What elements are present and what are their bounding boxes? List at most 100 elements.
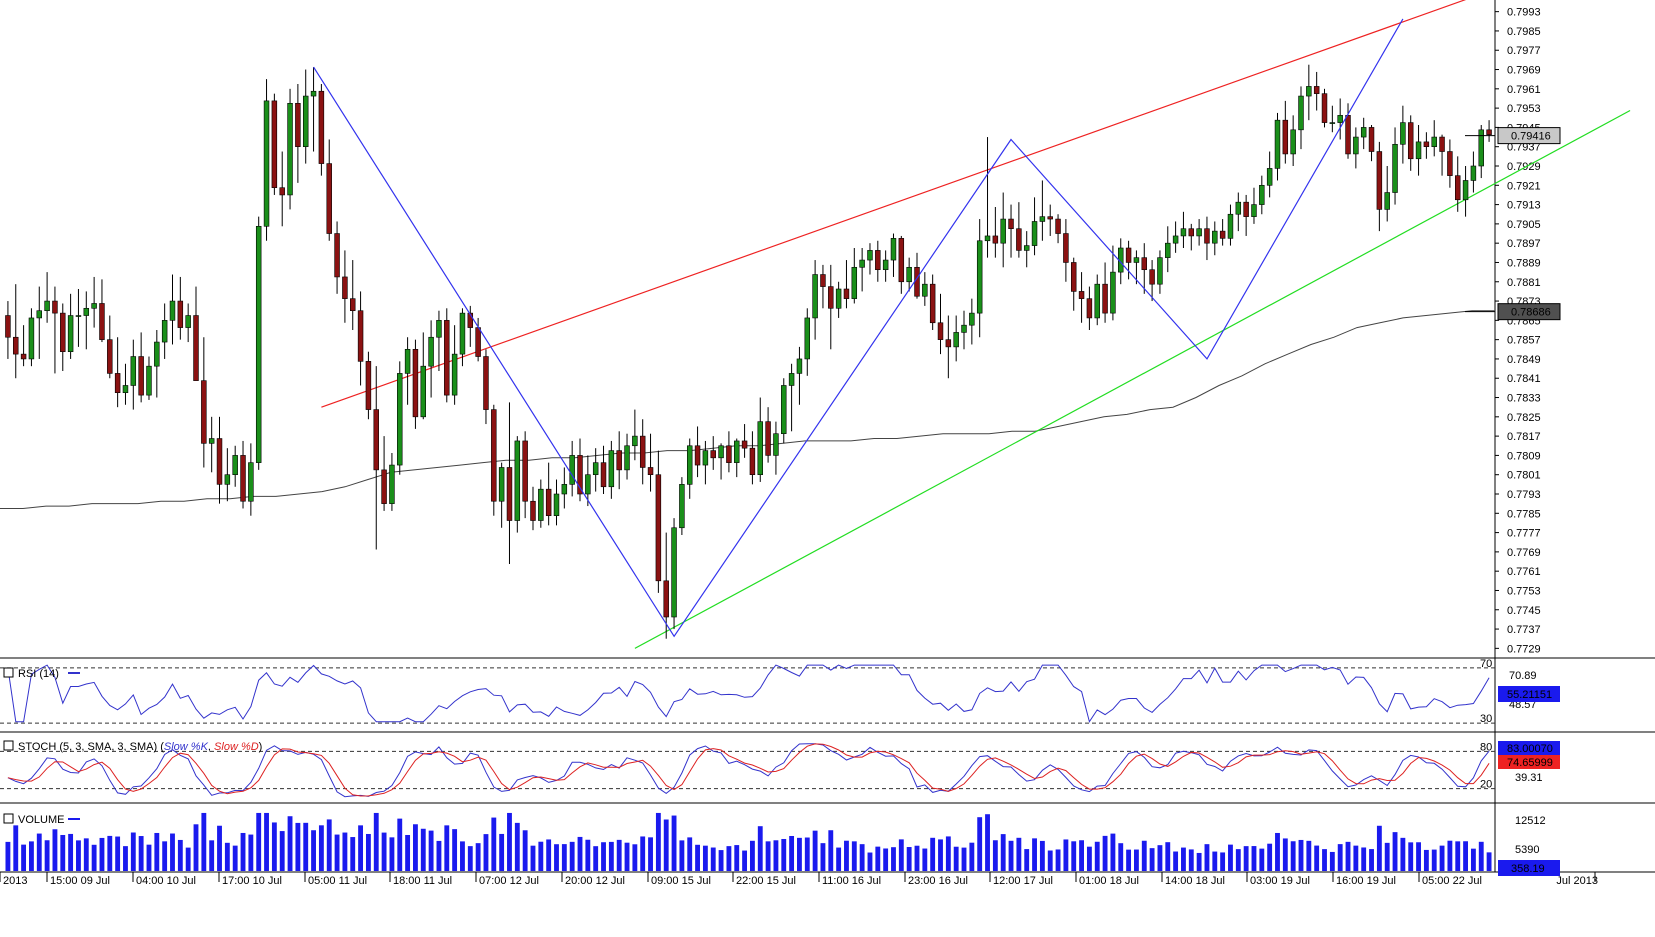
price-tick-label: 0.7745	[1507, 605, 1541, 617]
candle-body	[279, 187, 285, 196]
candle-body	[686, 445, 693, 485]
volume-bar	[1102, 835, 1108, 871]
stoch-k-value-box	[1498, 741, 1560, 755]
candle-body	[553, 493, 560, 517]
candle-body	[232, 455, 238, 476]
volume-bar	[804, 837, 810, 871]
candle-body	[561, 484, 568, 495]
candle-body	[365, 361, 372, 410]
candle-body	[1047, 216, 1053, 220]
volume-bar	[1486, 852, 1492, 871]
candle-body	[530, 500, 536, 521]
stoch-k-value-text: 83.00070	[1507, 743, 1553, 755]
candle-body	[1078, 291, 1085, 299]
candle-body	[655, 474, 662, 582]
candle-body	[154, 341, 160, 367]
lower-channel-line	[634, 109, 1631, 649]
volume-bar	[389, 837, 395, 871]
volume-bar	[491, 817, 497, 871]
volume-bar	[483, 834, 489, 871]
volume-bar	[91, 844, 97, 871]
rsi-title: RSI (14)	[18, 668, 59, 680]
candle-body	[459, 312, 466, 355]
volume-bar	[1228, 844, 1233, 871]
candle-body	[647, 467, 654, 476]
candle-body	[444, 320, 450, 396]
price-tick-label: 0.7857	[1507, 335, 1541, 347]
candle-body	[506, 467, 513, 521]
candle-body	[310, 90, 317, 97]
volume-bar	[1361, 847, 1367, 871]
candle-body	[67, 315, 74, 353]
price-tick-label: 0.7897	[1507, 238, 1541, 250]
candle-body	[1227, 213, 1234, 239]
candle-body	[60, 312, 66, 353]
volume-bar	[640, 836, 646, 871]
time-tick-label: 16:00 19 Jul	[1336, 875, 1396, 887]
volume-bar	[460, 841, 465, 871]
candle-body	[1243, 201, 1249, 217]
time-tick-label: 18:00 11 Jul	[393, 875, 452, 887]
candle-body	[1462, 180, 1469, 201]
volume-bar	[1149, 848, 1155, 871]
volume-bar	[444, 825, 450, 871]
volume-bar	[373, 812, 379, 871]
volume-bar	[115, 836, 121, 871]
candle-body	[475, 327, 481, 357]
price-tick-label: 0.7833	[1507, 393, 1541, 405]
candle-body	[1400, 122, 1406, 145]
volume-bar	[1251, 846, 1257, 871]
candle-body	[1016, 228, 1022, 251]
price-tick-label: 0.7937	[1507, 142, 1541, 154]
candle-body	[953, 332, 959, 348]
volume-bar	[1369, 849, 1374, 871]
candle-body	[177, 300, 184, 328]
candle-body	[1274, 119, 1281, 169]
volume-bar	[710, 847, 716, 871]
volume-bar	[1447, 840, 1453, 871]
volume-bar	[538, 841, 544, 871]
candle-body	[969, 312, 975, 326]
volume-bar	[1157, 845, 1163, 871]
volume-bar	[891, 847, 896, 871]
volume-bar	[945, 836, 951, 871]
volume-bar	[561, 844, 567, 871]
volume-tick-label: 12512	[1515, 815, 1546, 827]
volume-bar	[1071, 841, 1077, 871]
ma-value-tag-box	[1497, 303, 1561, 321]
stoch-tick-label: 39.31	[1515, 772, 1543, 784]
volume-bar	[546, 839, 552, 871]
volume-bar	[514, 822, 520, 871]
price-tick-label: 0.7913	[1507, 200, 1541, 212]
volume-bar	[1165, 842, 1171, 871]
volume-bar	[232, 845, 238, 871]
volume-bar	[922, 848, 928, 871]
candle-body	[1470, 165, 1477, 181]
candle-body	[1149, 269, 1155, 285]
candle-body	[749, 447, 756, 476]
candle-body	[1415, 141, 1422, 160]
time-tick-label: 04:00 10 Jul	[136, 875, 196, 887]
volume-bar	[499, 833, 505, 871]
candle-body	[107, 339, 113, 374]
price-tick-label: 0.7969	[1507, 65, 1541, 77]
volume-bar	[938, 839, 943, 871]
volume-value-text: 358.19	[1511, 863, 1545, 875]
candle-body	[545, 488, 552, 517]
price-tick-label: 0.7881	[1507, 277, 1541, 289]
volume-bar	[828, 830, 834, 871]
volume-bar	[271, 822, 277, 871]
volume-bar	[1384, 842, 1390, 871]
candle-body	[1086, 298, 1093, 319]
volume-bar	[1392, 832, 1398, 871]
time-tick-label: 17:00 10 Jul	[222, 875, 282, 887]
volume-bar	[1267, 843, 1273, 871]
time-tick-label: 05:00 22 Jul	[1422, 875, 1482, 887]
candle-body	[114, 373, 121, 394]
volume-bar	[1126, 849, 1132, 871]
volume-bar	[365, 833, 371, 871]
stoch-level-label: 20	[1480, 779, 1492, 791]
volume-bar	[632, 844, 638, 871]
candle-body	[52, 300, 58, 314]
